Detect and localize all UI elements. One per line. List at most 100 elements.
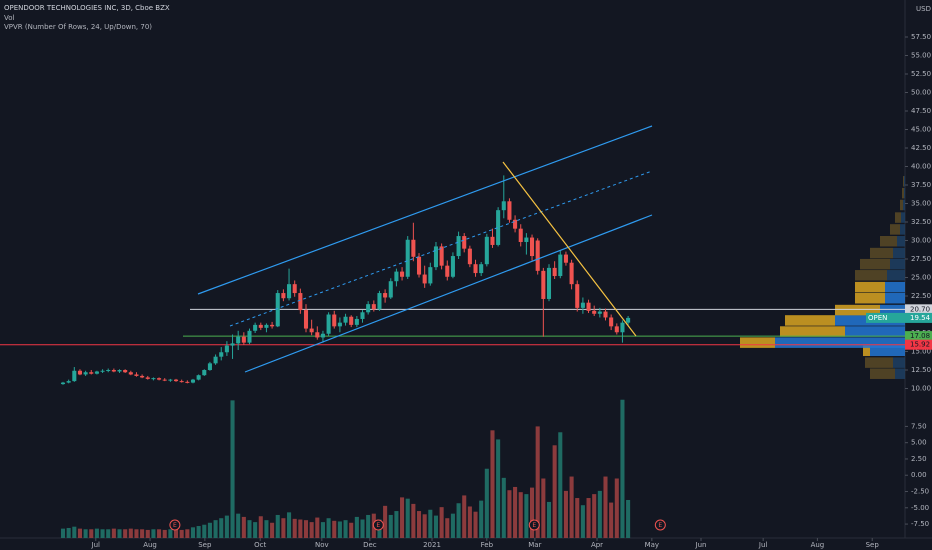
- volume-bar: [467, 506, 472, 538]
- volume-bar: [281, 518, 286, 538]
- vpvr-up: [893, 357, 905, 368]
- volume-bar: [360, 519, 365, 538]
- candle-body: [377, 293, 382, 310]
- candle-body: [236, 336, 241, 344]
- candle-body: [433, 246, 439, 268]
- volume-bar: [349, 522, 354, 538]
- candle-body: [445, 265, 450, 277]
- volume-bar: [626, 499, 631, 538]
- candle-body: [518, 228, 523, 242]
- y-tick-label: 22.50: [911, 292, 931, 300]
- x-tick-label: Oct: [254, 541, 266, 549]
- volume-bar: [535, 426, 540, 538]
- candle-body: [253, 324, 258, 331]
- volume-bar: [213, 520, 218, 538]
- earnings-marker: [372, 519, 384, 531]
- volume-bar: [258, 516, 263, 538]
- earnings-label: E: [173, 522, 177, 529]
- volume-bar: [287, 512, 292, 538]
- vpvr-up: [887, 270, 905, 281]
- y-tick-label: 57.50: [911, 33, 931, 41]
- volume-bar: [60, 528, 66, 538]
- candle-body: [309, 328, 314, 333]
- candle-body: [586, 302, 591, 311]
- volume-bar: [609, 502, 614, 538]
- candle-body: [416, 256, 422, 275]
- volume-bar: [270, 522, 275, 538]
- candle-body: [580, 302, 585, 308]
- candle-body: [106, 370, 111, 372]
- vpvr-down: [860, 258, 890, 270]
- y2-tick-label: 2.50: [911, 455, 927, 463]
- level-label: 17.08: [910, 332, 930, 340]
- volume-bar: [151, 529, 156, 538]
- candle-body: [524, 237, 529, 242]
- vpvr-down: [890, 224, 900, 235]
- candle-body: [501, 201, 506, 211]
- volume-bar: [620, 399, 625, 538]
- candle-body: [123, 370, 128, 373]
- volume-bar: [433, 515, 439, 538]
- candle-body: [151, 378, 156, 380]
- earnings-label: E: [376, 522, 380, 529]
- volume-bar: [366, 514, 371, 538]
- y-tick-label: 52.50: [911, 70, 931, 78]
- candle-body: [66, 381, 71, 383]
- vpvr-down: [855, 270, 887, 281]
- volume-bar: [117, 529, 122, 538]
- volume-bar: [128, 528, 133, 538]
- x-tick-label: Aug: [143, 541, 157, 549]
- candle-body: [134, 374, 139, 376]
- candle-body: [535, 240, 540, 271]
- candle-body: [224, 345, 229, 353]
- candle-body: [196, 375, 201, 380]
- candle-body: [315, 332, 320, 338]
- vpvr-down: [863, 345, 870, 357]
- vpvr-up: [885, 292, 905, 304]
- volume-bar: [473, 511, 478, 538]
- candle-body: [292, 284, 297, 294]
- last-price-tag: [866, 312, 932, 323]
- volume-bar: [196, 526, 201, 538]
- x-tick-label: Mar: [528, 541, 541, 549]
- volume-bar: [388, 514, 393, 538]
- candle-body: [219, 352, 224, 357]
- volume-bar: [106, 529, 111, 538]
- volume-bar: [292, 518, 297, 538]
- y-tick-label: 25.00: [911, 274, 931, 282]
- candle-body: [620, 322, 625, 333]
- candle-body: [264, 324, 269, 328]
- volume-bar: [439, 507, 444, 538]
- volume-bar: [422, 514, 427, 538]
- x-tick-label: 2021: [423, 541, 441, 549]
- volume-bar: [513, 486, 518, 538]
- candle-body: [479, 264, 484, 274]
- candle-body: [207, 363, 212, 371]
- vpvr-down: [835, 304, 880, 316]
- candle-body: [563, 254, 568, 263]
- y-tick-label: 50.00: [911, 89, 931, 97]
- candle-body: [541, 270, 546, 299]
- volume-bar: [224, 515, 229, 538]
- volume-title: Vol: [4, 14, 15, 22]
- y-tick-label: 32.50: [911, 218, 931, 226]
- volume-bar: [275, 514, 280, 538]
- volume-bar: [400, 497, 405, 538]
- y-tick-label: 12.50: [911, 366, 931, 374]
- volume-bar: [83, 529, 88, 538]
- x-tick-label: Jun: [695, 541, 707, 549]
- candle-body: [287, 284, 292, 299]
- candle-body: [354, 318, 359, 325]
- volume-bar: [530, 487, 535, 538]
- candle-body: [626, 317, 631, 323]
- candle-body: [360, 312, 365, 319]
- volume-bar: [247, 520, 252, 538]
- level-tag: [905, 331, 932, 342]
- volume-bar: [552, 445, 557, 538]
- candle-body: [303, 310, 309, 329]
- volume-bar: [614, 478, 619, 538]
- y2-tick-label: -2.50: [911, 488, 929, 496]
- drawings: [197, 125, 653, 373]
- candle-body: [117, 370, 122, 372]
